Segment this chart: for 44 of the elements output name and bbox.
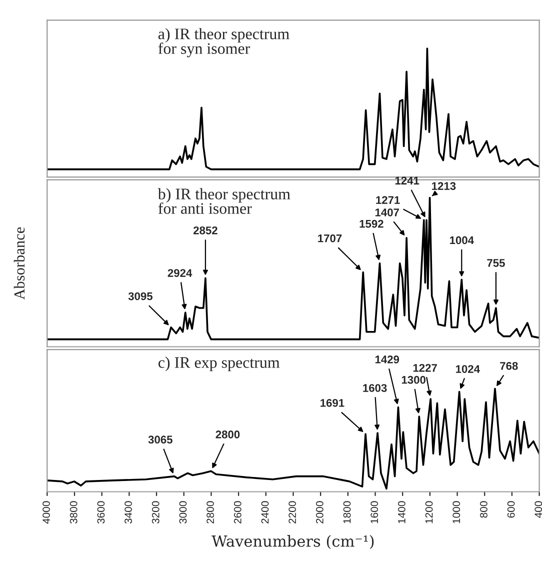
x-tick-label: 2600 bbox=[234, 501, 242, 524]
x-tick-label: 3000 bbox=[179, 501, 187, 524]
x-tick-label: 600 bbox=[507, 501, 515, 518]
x-tick-label: 2200 bbox=[288, 501, 296, 524]
annotation: 1592 bbox=[360, 220, 384, 228]
annotation: 1227 bbox=[413, 364, 437, 372]
x-tick-label: 3200 bbox=[152, 501, 160, 524]
x-axis-title: Wavenumbers (cm⁻¹) bbox=[212, 535, 374, 550]
annotation: 2852 bbox=[193, 226, 218, 234]
x-tick-label: 1600 bbox=[370, 501, 378, 524]
annotation: 1024 bbox=[456, 365, 480, 373]
x-tick-label: 2400 bbox=[261, 501, 269, 524]
annotation: 1004 bbox=[450, 236, 474, 244]
annotation: 1241 bbox=[395, 176, 420, 184]
x-tick-label: 3400 bbox=[124, 501, 132, 524]
x-tick-label: 3800 bbox=[70, 501, 78, 524]
x-tick-label: 1400 bbox=[398, 501, 406, 524]
annotation: 1691 bbox=[320, 398, 344, 407]
annotation: 1213 bbox=[432, 182, 456, 190]
annotation: 1271 bbox=[376, 196, 400, 204]
annotation: 1603 bbox=[363, 384, 387, 392]
chart-title: c) IR exp spectrum bbox=[158, 356, 280, 372]
chart-title: b) IR theor spectrum for anti isomer bbox=[158, 188, 290, 214]
annotation: 3095 bbox=[128, 292, 153, 300]
x-tick-label: 2000 bbox=[316, 501, 324, 524]
x-tick-label: 400 bbox=[534, 501, 542, 518]
x-tick-label: 3600 bbox=[97, 501, 105, 524]
x-tick-label: 800 bbox=[480, 501, 488, 518]
annotation: 1429 bbox=[375, 356, 400, 364]
annotation: 1707 bbox=[318, 234, 342, 242]
annotation: 2924 bbox=[168, 269, 192, 277]
x-tick-label: 4000 bbox=[42, 501, 50, 524]
y-axis-title: Absorbance bbox=[14, 227, 25, 300]
annotation: 768 bbox=[500, 362, 518, 370]
x-tick-label: 1800 bbox=[343, 501, 351, 524]
x-tick-label: 1000 bbox=[452, 501, 460, 524]
x-tick-label: 1200 bbox=[425, 501, 433, 524]
x-tick-label: 2800 bbox=[206, 501, 214, 524]
annotation: 1300 bbox=[402, 376, 426, 384]
annotation: 3065 bbox=[148, 436, 172, 444]
chart-title: a) IR theor spectrum for syn isomer bbox=[158, 28, 290, 58]
annotation: 755 bbox=[487, 259, 505, 267]
annotation: 1407 bbox=[375, 208, 399, 216]
annotation: 2800 bbox=[216, 430, 240, 438]
